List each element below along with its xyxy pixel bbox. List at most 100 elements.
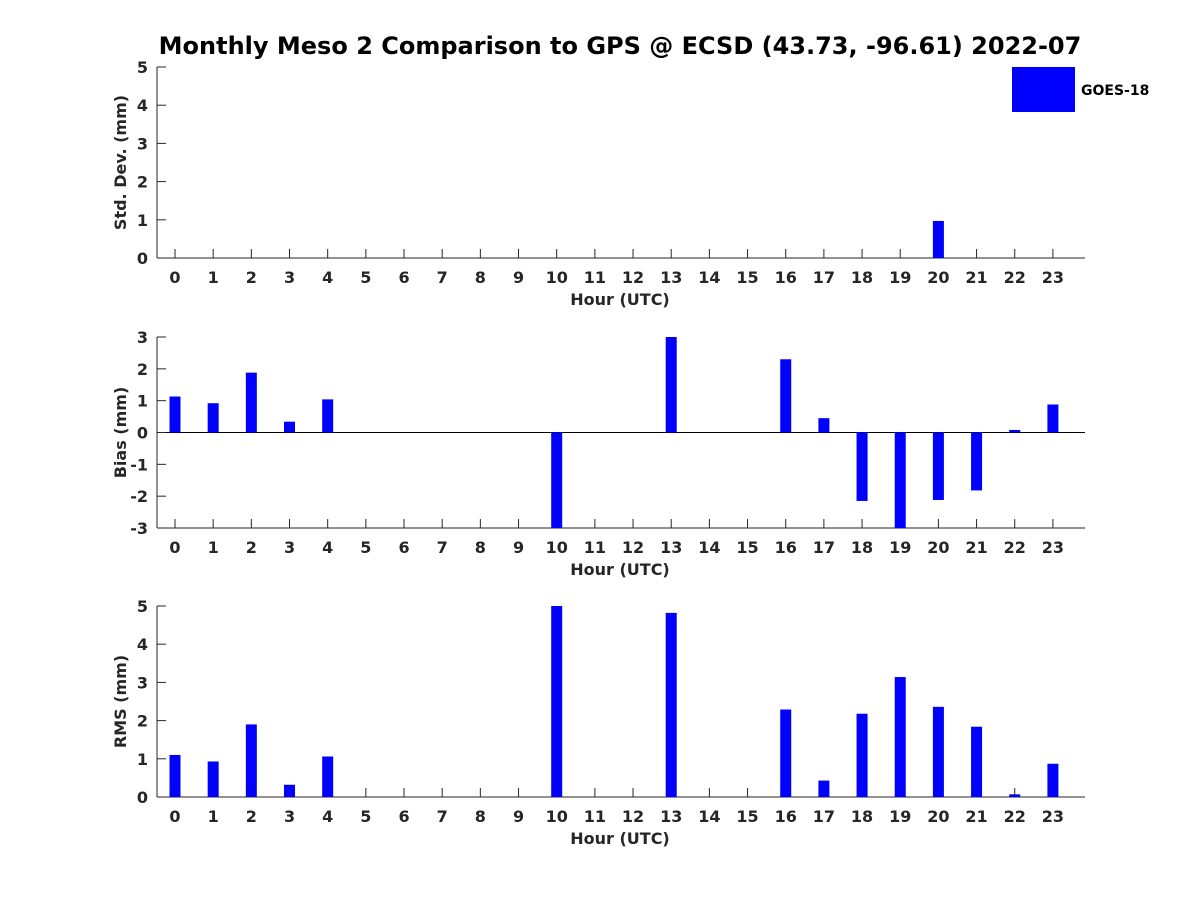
x-tick-label: 18: [851, 807, 873, 826]
y-axis-label: Bias (mm): [111, 387, 130, 479]
x-tick-label: 17: [813, 268, 835, 287]
y-tick-label: -2: [130, 487, 148, 506]
bar-rms-hour-1: [207, 761, 219, 797]
x-tick-label: 10: [546, 538, 568, 557]
bar-rms-hour-10: [551, 606, 563, 797]
x-tick-label: 22: [1004, 268, 1026, 287]
y-tick-label: 1: [137, 211, 148, 230]
x-tick-label: 11: [584, 538, 606, 557]
bar-bias-hour-18: [856, 432, 868, 501]
x-tick-label: 22: [1004, 807, 1026, 826]
x-tick-label: 21: [965, 538, 987, 557]
legend-swatch: [1012, 67, 1075, 112]
x-tick-label: 21: [965, 268, 987, 287]
bar-rms-hour-17: [818, 780, 830, 797]
x-tick-label: 7: [437, 268, 448, 287]
x-tick-label: 17: [813, 538, 835, 557]
x-tick-label: 12: [622, 268, 644, 287]
bar-bias-hour-4: [322, 399, 334, 433]
x-tick-label: 23: [1042, 268, 1064, 287]
x-tick-label: 15: [736, 268, 758, 287]
y-tick-label: 3: [137, 673, 148, 692]
x-tick-label: 14: [698, 807, 720, 826]
x-tick-label: 20: [927, 807, 949, 826]
bar-bias-hour-22: [1009, 429, 1021, 433]
y-tick-label: 2: [137, 360, 148, 379]
y-tick-label: -3: [130, 519, 148, 538]
x-tick-label: 2: [246, 807, 257, 826]
x-tick-label: 14: [698, 268, 720, 287]
x-tick-label: 1: [208, 807, 219, 826]
x-tick-label: 1: [208, 268, 219, 287]
bar-rms-hour-23: [1047, 763, 1059, 797]
x-tick-label: 2: [246, 538, 257, 557]
x-tick-label: 3: [284, 268, 295, 287]
x-tick-label: 13: [660, 268, 682, 287]
x-tick-label: 13: [660, 807, 682, 826]
x-tick-label: 8: [475, 538, 486, 557]
bar-bias-hour-20: [932, 432, 944, 500]
y-tick-label: 5: [137, 597, 148, 616]
x-tick-label: 1: [208, 538, 219, 557]
y-axis-label: Std. Dev. (mm): [111, 95, 130, 230]
x-tick-label: 4: [322, 538, 333, 557]
legend-label: GOES-18: [1081, 83, 1149, 99]
x-tick-label: 7: [437, 807, 448, 826]
x-tick-label: 17: [813, 807, 835, 826]
y-tick-label: 1: [137, 750, 148, 769]
x-axis-label: Hour (UTC): [570, 829, 670, 848]
bar-rms-hour-18: [856, 713, 868, 797]
x-tick-label: 12: [622, 807, 644, 826]
bar-rms-hour-13: [665, 612, 677, 797]
x-tick-label: 6: [398, 268, 409, 287]
x-tick-label: 14: [698, 538, 720, 557]
x-tick-label: 15: [736, 538, 758, 557]
bar-bias-hour-1: [207, 403, 219, 433]
bar-rms-hour-21: [971, 726, 983, 797]
x-tick-label: 8: [475, 807, 486, 826]
x-tick-label: 8: [475, 268, 486, 287]
x-tick-label: 15: [736, 807, 758, 826]
x-tick-label: 23: [1042, 807, 1064, 826]
y-tick-label: 2: [137, 173, 148, 192]
y-tick-label: 0: [137, 424, 148, 443]
x-tick-label: 0: [169, 268, 180, 287]
x-tick-label: 19: [889, 807, 911, 826]
bar-rms-hour-22: [1009, 794, 1021, 797]
x-tick-label: 16: [775, 268, 797, 287]
x-tick-label: 19: [889, 268, 911, 287]
bar-rms-hour-16: [780, 709, 792, 797]
x-tick-label: 5: [360, 807, 371, 826]
bar-rms-hour-20: [932, 706, 944, 797]
y-tick-label: -1: [130, 455, 148, 474]
x-tick-label: 18: [851, 538, 873, 557]
bar-std-hour-20: [932, 220, 944, 258]
y-tick-label: 0: [137, 249, 148, 268]
bar-bias-hour-17: [818, 418, 830, 433]
y-tick-label: 3: [137, 328, 148, 347]
x-tick-label: 4: [322, 268, 333, 287]
x-tick-label: 7: [437, 538, 448, 557]
bar-bias-hour-10: [551, 432, 563, 528]
x-tick-label: 3: [284, 538, 295, 557]
x-tick-label: 22: [1004, 538, 1026, 557]
y-tick-label: 2: [137, 712, 148, 731]
y-tick-label: 5: [137, 58, 148, 77]
x-tick-label: 9: [513, 268, 524, 287]
bar-bias-hour-16: [780, 359, 792, 433]
y-tick-label: 4: [137, 96, 148, 115]
x-tick-label: 0: [169, 538, 180, 557]
x-tick-label: 2: [246, 268, 257, 287]
x-tick-label: 6: [398, 538, 409, 557]
x-tick-label: 19: [889, 538, 911, 557]
bar-bias-hour-13: [665, 337, 677, 433]
x-tick-label: 3: [284, 807, 295, 826]
x-tick-label: 13: [660, 538, 682, 557]
x-tick-label: 0: [169, 807, 180, 826]
bar-rms-hour-3: [284, 784, 296, 797]
x-tick-label: 18: [851, 268, 873, 287]
x-tick-label: 20: [927, 268, 949, 287]
